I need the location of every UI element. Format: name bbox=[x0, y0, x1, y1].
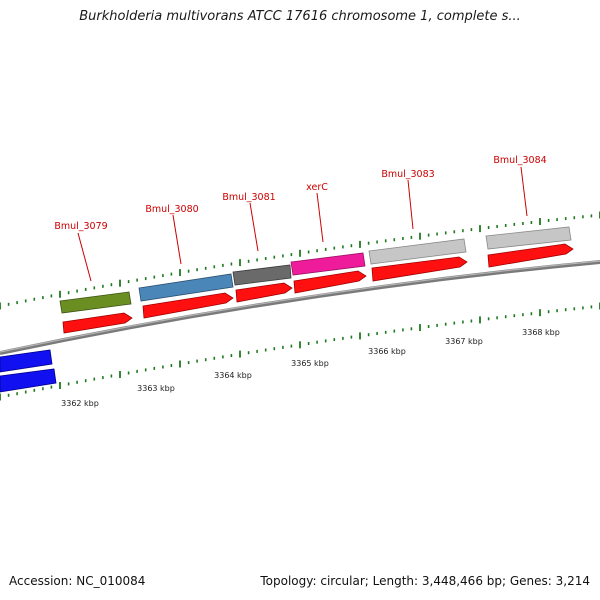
cds-arrow-bmul-3084[interactable] bbox=[487, 243, 574, 268]
gene-label-xerc[interactable]: xerC bbox=[306, 182, 328, 193]
blue-gene-group[interactable] bbox=[0, 349, 57, 393]
cds-arrow-xerc[interactable] bbox=[293, 270, 367, 294]
blue-gene-feature-lower[interactable] bbox=[0, 368, 57, 393]
sequence-backbone-highlight bbox=[0, 260, 600, 353]
leader-line-bmul-3079 bbox=[77, 232, 92, 282]
scale-label-3366: 3366 kbp bbox=[368, 347, 406, 356]
scale-label-3367: 3367 kbp bbox=[445, 337, 483, 346]
cds-feature-row[interactable] bbox=[62, 243, 574, 334]
scale-label-3362: 3362 kbp bbox=[61, 399, 99, 408]
cds-arrow-bmul-3080[interactable] bbox=[142, 292, 234, 319]
cds-arrow-bmul-3083[interactable] bbox=[371, 256, 468, 282]
leader-line-bmul-3084 bbox=[520, 166, 528, 217]
sequence-backbone bbox=[0, 260, 600, 355]
leader-line-xerc bbox=[316, 192, 324, 243]
page-title: Burkholderia multivorans ATCC 17616 chro… bbox=[79, 9, 521, 24]
leader-line-bmul-3083 bbox=[407, 179, 414, 230]
gene-feature-xerc[interactable] bbox=[290, 252, 366, 276]
blue-gene-feature-upper[interactable] bbox=[0, 349, 53, 373]
gene-feature-bmul-3080[interactable] bbox=[138, 273, 234, 302]
leader-line-bmul-3080 bbox=[172, 214, 182, 265]
gene-label-bmul-3081[interactable]: Bmul_3081 bbox=[222, 192, 275, 203]
leader-line-bmul-3081 bbox=[249, 202, 259, 252]
scale-label-3368: 3368 kbp bbox=[522, 328, 560, 337]
gene-label-bmul-3083[interactable]: Bmul_3083 bbox=[381, 169, 434, 180]
cds-arrow-bmul-3081[interactable] bbox=[235, 282, 293, 303]
gene-labels: Bmul_3079 Bmul_3080 Bmul_3081 xerC Bmul_… bbox=[54, 155, 546, 232]
gene-feature-bmul-3081[interactable] bbox=[232, 264, 292, 286]
scale-label-3364: 3364 kbp bbox=[214, 371, 252, 380]
scale-labels: 3362 kbp 3363 kbp 3364 kbp 3365 kbp 3366… bbox=[61, 328, 560, 408]
gene-label-bmul-3080[interactable]: Bmul_3080 bbox=[145, 204, 198, 215]
scale-label-3363: 3363 kbp bbox=[137, 384, 175, 393]
gene-feature-bmul-3079[interactable] bbox=[59, 291, 132, 314]
genome-summary-label: Topology: circular; Length: 3,448,466 bp… bbox=[260, 574, 590, 588]
gene-label-bmul-3084[interactable]: Bmul_3084 bbox=[493, 155, 546, 166]
upper-tick-row bbox=[0, 211, 600, 310]
gene-feature-bmul-3083[interactable] bbox=[368, 238, 467, 265]
gene-label-leaders bbox=[77, 166, 528, 282]
accession-label: Accession: NC_010084 bbox=[9, 574, 146, 588]
gene-feature-bmul-3084[interactable] bbox=[485, 226, 572, 250]
scale-label-3365: 3365 kbp bbox=[291, 359, 329, 368]
gene-feature-row[interactable] bbox=[59, 226, 572, 314]
lower-tick-row bbox=[0, 302, 600, 401]
cds-arrow-bmul-3079[interactable] bbox=[62, 312, 133, 334]
gene-label-bmul-3079[interactable]: Bmul_3079 bbox=[54, 221, 107, 232]
